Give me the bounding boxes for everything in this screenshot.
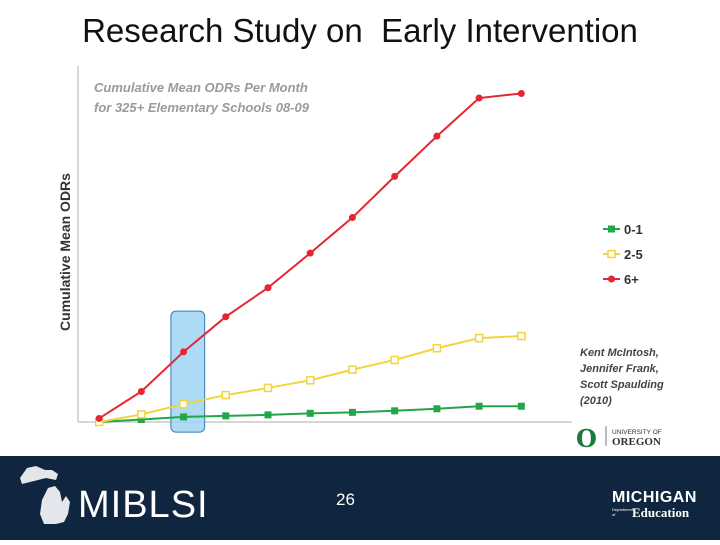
- data-point-2-5-4: [221, 390, 231, 400]
- footer-bar: [0, 456, 720, 540]
- legend-label: 6+: [624, 272, 639, 287]
- data-point-0-1-10: [475, 402, 483, 410]
- data-point-6+-6: [306, 249, 314, 257]
- y-axis-label: Cumulative Mean ODRs: [57, 173, 73, 331]
- data-point-2-5-6: [305, 376, 315, 385]
- data-point-2-5-11: [517, 331, 526, 341]
- legend-item-6plus: 6+: [603, 272, 639, 287]
- data-point-0-1-9: [433, 405, 441, 413]
- data-point-2-5-8: [390, 355, 399, 365]
- oregon-logo: O UNIVERSITY OF OREGON: [576, 424, 662, 453]
- data-point-2-5-2: [137, 410, 146, 419]
- legend-swatch-marker: [607, 249, 616, 259]
- slide-title: Research Study on Early Intervention: [82, 12, 638, 49]
- michigan-education-text: Education: [632, 505, 690, 520]
- legend: 0-1 2-5 6+: [603, 222, 643, 287]
- legend-item-2-5: 2-5: [603, 247, 643, 262]
- chart: Cumulative Mean ODRs Cumulative Mean ODR…: [57, 66, 664, 453]
- data-point-0-1-7: [348, 408, 356, 416]
- citation-line: Scott Spaulding: [580, 379, 664, 391]
- citation-line: Jennifer Frank,: [580, 363, 659, 375]
- michigan-education-logo: MICHIGAN Department of Education: [612, 489, 702, 521]
- data-point-6+-7: [348, 214, 356, 222]
- data-point-6+-5: [264, 284, 272, 292]
- legend-swatch-marker: [608, 275, 615, 283]
- highlight-box: [170, 310, 206, 433]
- data-point-6+-8: [391, 172, 399, 180]
- data-point-6+-11: [517, 89, 525, 97]
- legend-label: 0-1: [624, 222, 643, 237]
- data-point-0-1-6: [306, 409, 314, 417]
- data-point-2-5-5: [263, 383, 273, 393]
- data-point-0-1-3: [180, 413, 188, 421]
- data-point-0-1-4: [222, 412, 230, 420]
- y-axis-title: Cumulative Mean ODRs: [57, 173, 73, 331]
- oregon-name-text: OREGON: [612, 436, 661, 448]
- oregon-univ-text: UNIVERSITY OF: [612, 429, 662, 436]
- miblsi-logo: MIBLSI: [78, 484, 209, 526]
- data-point-6+-4: [222, 313, 230, 321]
- data-point-6+-2: [137, 387, 145, 395]
- michigan-dept-text: Department of: [612, 507, 633, 517]
- data-point-2-5-9: [432, 344, 442, 353]
- data-point-0-1-5: [264, 411, 272, 419]
- citation: Kent McIntosh, Jennifer Frank, Scott Spa…: [580, 347, 664, 407]
- data-point-0-1-8: [391, 407, 399, 415]
- citation-line: Kent McIntosh,: [580, 347, 659, 359]
- data-point-6+-10: [475, 94, 483, 102]
- data-point-6+-1: [95, 414, 103, 422]
- legend-item-0-1: 0-1: [603, 222, 643, 237]
- data-point-0-1-11: [517, 402, 525, 410]
- data-point-2-5-7: [348, 365, 357, 374]
- chart-title-line-2: for 325+ Elementary Schools 08-09: [94, 100, 310, 115]
- data-point-0-1-2: [137, 415, 145, 423]
- data-point-6+-3: [180, 348, 188, 356]
- citation-line: (2010): [580, 395, 612, 407]
- series-layer: [94, 89, 526, 427]
- data-point-2-5-10: [474, 333, 484, 343]
- michigan-wordmark: MICHIGAN: [612, 489, 697, 506]
- page-number: 26: [336, 490, 355, 509]
- data-point-6+-9: [433, 132, 441, 140]
- chart-title-line-1: Cumulative Mean ODRs Per Month: [94, 80, 308, 95]
- oregon-o-logo: O: [576, 424, 597, 453]
- legend-label: 2-5: [624, 247, 643, 262]
- michigan-map-icon: [20, 466, 70, 524]
- legend-swatch-marker: [608, 225, 615, 233]
- data-point-2-5-3: [179, 399, 188, 409]
